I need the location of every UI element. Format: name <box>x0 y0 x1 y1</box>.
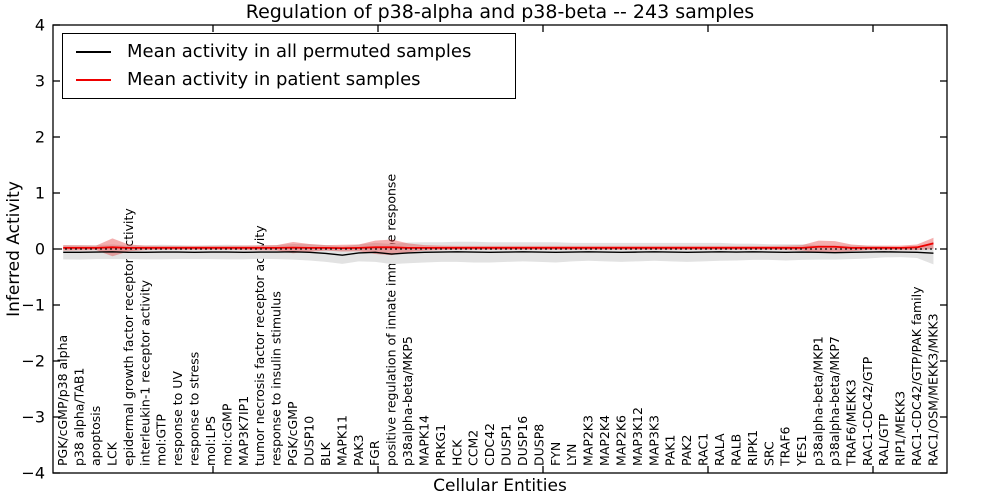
x-tick-label: DUSP1 <box>499 424 514 466</box>
x-tick-label: apoptosis <box>88 406 103 466</box>
x-tick-label: RALA <box>712 433 727 466</box>
patient-mean-line <box>63 242 934 250</box>
legend-item-patient: Mean activity in patient samples <box>63 68 515 90</box>
x-tick-label: mol:LPS <box>203 416 218 466</box>
x-tick-label: interleukin-1 receptor activity <box>137 279 152 466</box>
legend-label-patient: Mean activity in patient samples <box>127 68 421 90</box>
x-tick-label: MAPK14 <box>416 415 431 466</box>
legend: Mean activity in all permuted samples Me… <box>62 33 516 99</box>
x-tick-label: MAPK11 <box>334 415 349 466</box>
x-tick-label: SRC <box>761 441 776 466</box>
data-layer <box>60 237 937 265</box>
x-tick-label: p38alpha-beta/MKP7 <box>827 336 842 466</box>
x-axis-label: Cellular Entities <box>433 476 567 496</box>
x-tick-label: DUSP16 <box>515 416 530 466</box>
x-tick-label: PRKG1 <box>433 424 448 466</box>
x-tick-label: mol:GTP <box>154 414 169 466</box>
x-tick-label: TRAF6 <box>778 426 793 467</box>
y-tick-label: 1 <box>35 184 45 203</box>
x-tick-label: RAL/GTP <box>876 413 891 466</box>
legend-item-permuted: Mean activity in all permuted samples <box>63 43 515 61</box>
y-tick-label: −2 <box>21 352 45 371</box>
x-tick-label: DUSP10 <box>302 416 317 466</box>
x-tick-label: PAK3 <box>351 435 366 466</box>
x-tick-label: HCK <box>449 439 464 466</box>
y-tick-label: 0 <box>35 240 45 259</box>
x-tick-label: response to UV <box>170 371 185 466</box>
legend-line-black-icon <box>76 51 111 54</box>
x-tick-label: RAC1-CDC42/GTP <box>860 356 875 466</box>
x-tick-label: MAP3K7IP1 <box>236 396 251 466</box>
y-axis-label: Inferred Activity <box>4 181 24 317</box>
x-tick-label: PGK/cGMP/p38 alpha <box>55 335 70 466</box>
chart-title: Regulation of p38-alpha and p38-beta -- … <box>245 1 755 23</box>
y-tick-label: −4 <box>21 464 45 483</box>
x-tick-label: RIP1/MEKK3 <box>893 391 908 466</box>
x-tick-label: response to stress <box>187 352 202 466</box>
x-tick-label: DUSP8 <box>531 424 546 466</box>
x-tick-label: tumor necrosis factor receptor activity <box>252 225 267 466</box>
x-tick-label: PGK/cGMP <box>285 401 300 466</box>
x-tick-label: FYN <box>548 442 563 466</box>
x-tick-label: p38 alpha/TAB1 <box>72 368 87 466</box>
x-tick-label: PAK2 <box>679 435 694 466</box>
x-tick-label: p38alpha-beta/MKP1 <box>811 336 826 466</box>
y-tick-label: −1 <box>21 296 45 315</box>
x-tick-label: p38alpha-beta/MKP5 <box>400 336 415 466</box>
x-tick-label: RAC1/OSM/MEKK3/MKK3 <box>925 313 940 466</box>
y-tick-label: 4 <box>35 16 45 35</box>
x-tick-label: LCK <box>104 441 119 466</box>
x-tick-label: RAC1 <box>696 433 711 466</box>
x-tick-label: FGR <box>367 440 382 466</box>
y-tick-label: 2 <box>35 128 45 147</box>
x-tick-label: CCM2 <box>466 430 481 466</box>
permuted-mean-line <box>63 251 934 256</box>
x-tick-label: RALB <box>728 434 743 466</box>
legend-label-permuted: Mean activity in all permuted samples <box>127 41 472 63</box>
x-tick-label: MAP2K3 <box>581 415 596 466</box>
x-tick-label: LYN <box>564 444 579 466</box>
x-tick-label: positive regulation of innate immune res… <box>384 174 399 466</box>
x-tick-label: response to insulin stimulus <box>269 291 284 466</box>
y-tick-label: −3 <box>21 408 45 427</box>
x-tick-label: TRAF6/MEKK3 <box>843 379 858 467</box>
x-tick-label: PAK1 <box>663 435 678 466</box>
x-tick-label: CDC42 <box>482 423 497 466</box>
x-tick-label: BLK <box>318 441 333 466</box>
x-tick-label: MAP3K12 <box>630 407 645 466</box>
x-tick-label: RAC1-CDC42/GTP/PAK family <box>909 286 924 466</box>
x-tick-label: RIPK1 <box>745 430 760 466</box>
x-tick-label: MAP2K4 <box>597 415 612 466</box>
legend-line-red-icon <box>76 78 111 81</box>
x-tick-label: epidermal growth factor receptor activit… <box>121 208 136 466</box>
x-tick-label: MAP3K3 <box>646 415 661 466</box>
x-tick-label: mol:cGMP <box>219 403 234 466</box>
y-tick-label: 3 <box>35 72 45 91</box>
x-tick-label: YES1 <box>794 435 809 467</box>
x-tick-label: MAP2K6 <box>613 415 628 466</box>
